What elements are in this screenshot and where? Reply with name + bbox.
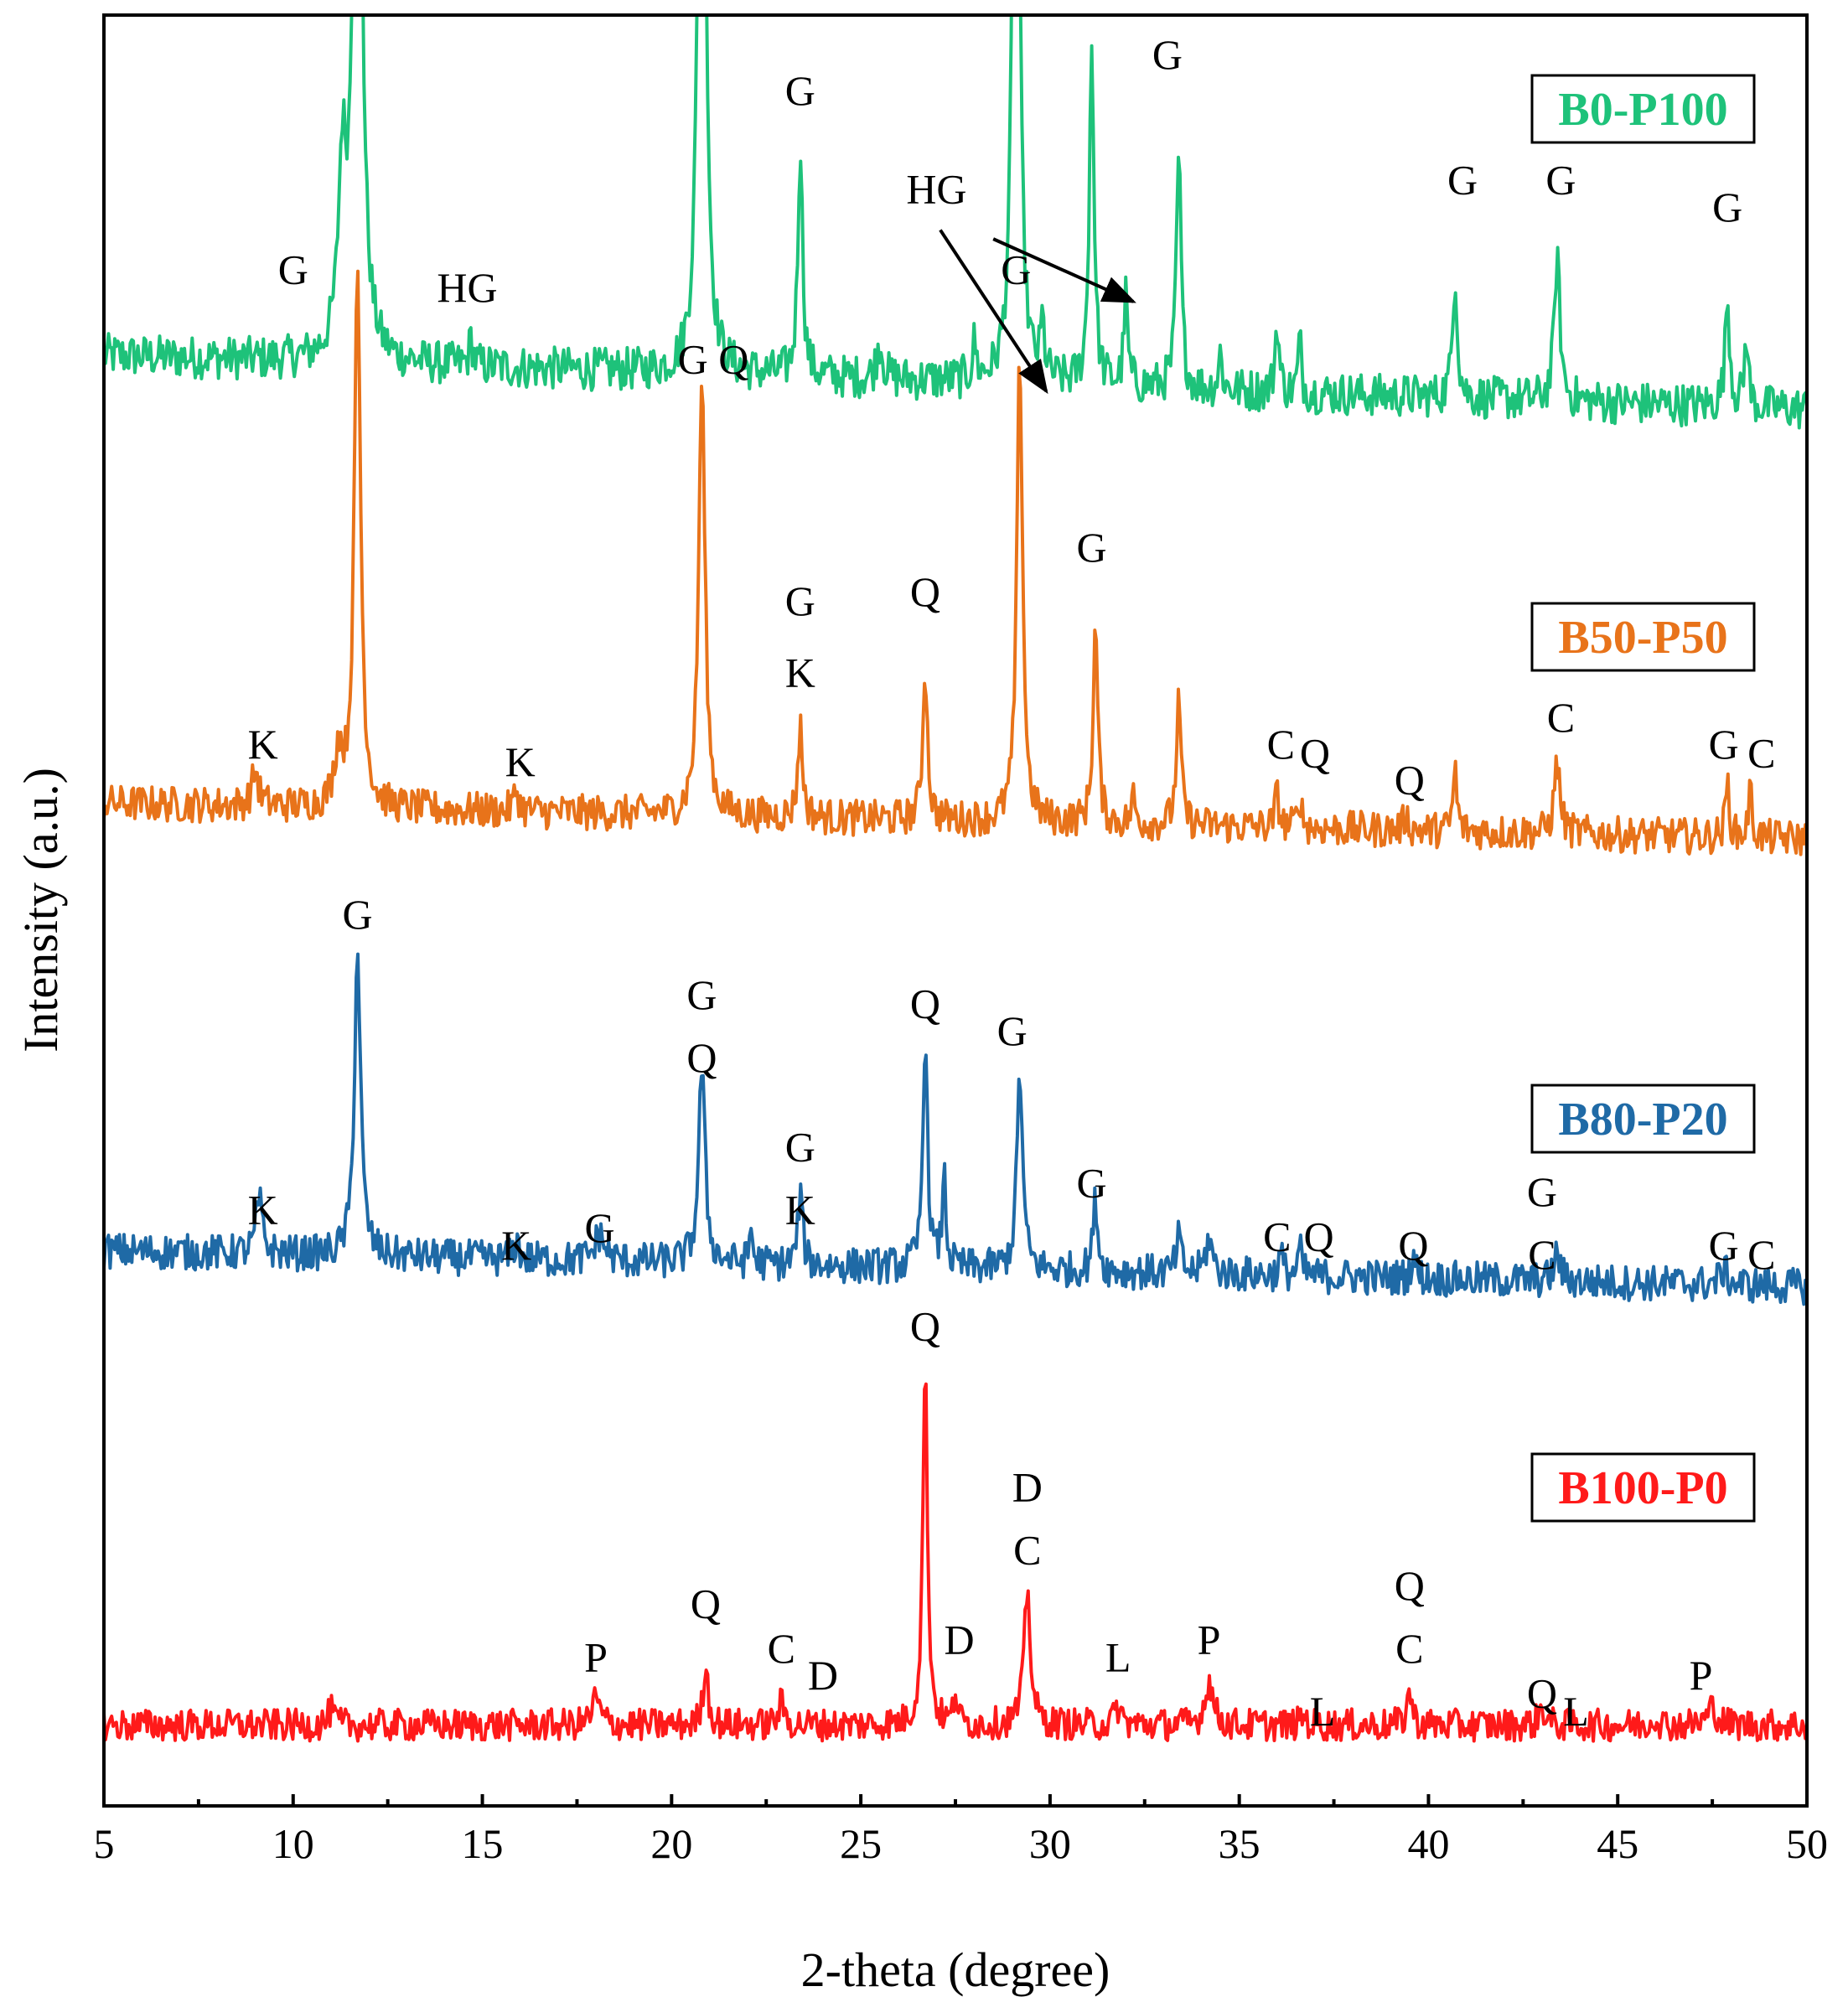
x-tick-label: 45 bbox=[1597, 1820, 1638, 1867]
peak-label: G bbox=[1709, 721, 1739, 768]
peak-label: G bbox=[1545, 157, 1576, 204]
peak-label: C bbox=[1395, 1625, 1423, 1672]
annotation-arrow bbox=[939, 229, 1048, 395]
peak-label: C bbox=[768, 1625, 795, 1672]
peak-label: C bbox=[1263, 1213, 1291, 1260]
peak-label: G bbox=[785, 67, 815, 114]
annotation-arrow bbox=[992, 237, 1136, 303]
x-tick-label: 15 bbox=[462, 1820, 504, 1867]
peak-label: C bbox=[1267, 721, 1295, 768]
legend-item-b0-p100: B0-P100 bbox=[1530, 74, 1756, 144]
peak-label: Q bbox=[1398, 1222, 1428, 1269]
peak-label: P bbox=[584, 1634, 608, 1681]
legend-label: B50-P50 bbox=[1558, 612, 1727, 664]
peak-label: G bbox=[785, 1124, 815, 1171]
legend-label: B80-P20 bbox=[1558, 1094, 1727, 1146]
x-tick-label: 10 bbox=[272, 1820, 314, 1867]
peak-label: K bbox=[785, 649, 815, 696]
peak-label: G bbox=[1152, 31, 1183, 78]
peak-label: G bbox=[1527, 1168, 1557, 1215]
legend-label: B0-P100 bbox=[1558, 84, 1727, 136]
peak-label: K bbox=[248, 721, 278, 768]
arrow-layer bbox=[939, 229, 1136, 395]
peak-label: G bbox=[997, 1007, 1028, 1054]
legend-box bbox=[1530, 602, 1756, 672]
peak-label: Q bbox=[686, 1034, 717, 1081]
y-axis-title: Intensity (a.u.) bbox=[13, 768, 68, 1053]
peak-label: G bbox=[686, 971, 717, 1018]
peak-label-layer: GGGGGGGGGHGHGGG QGGGKQKKCQQGCGCGGQQGGKGK… bbox=[248, 31, 1776, 1735]
peak-label: P bbox=[1690, 1652, 1713, 1699]
peak-label: D bbox=[1012, 1464, 1043, 1511]
x-tick-label: 20 bbox=[650, 1820, 692, 1867]
peak-label: G bbox=[1077, 1159, 1107, 1206]
peak-label: C bbox=[1547, 694, 1575, 741]
legend-box bbox=[1530, 74, 1756, 144]
x-tick-label: 35 bbox=[1219, 1820, 1260, 1867]
peak-label: Q bbox=[1303, 1213, 1333, 1260]
peak-label: G bbox=[1709, 1222, 1739, 1269]
legend-box bbox=[1530, 1084, 1756, 1154]
series-line-b100-p0 bbox=[104, 1382, 1807, 1743]
x-tick-label: 5 bbox=[94, 1820, 115, 1867]
peak-label: C bbox=[1747, 1231, 1775, 1278]
legend-layer: B0-P100 B50-P50 B80-P20 B100-P0 bbox=[1530, 74, 1756, 1523]
peak-label: K bbox=[785, 1186, 815, 1233]
peak-label: C bbox=[1013, 1527, 1041, 1574]
legend-label: B100-P0 bbox=[1558, 1462, 1727, 1514]
peak-label: G bbox=[1447, 157, 1478, 204]
peak-label: Q bbox=[910, 568, 940, 615]
peak-label: L bbox=[1563, 1688, 1589, 1735]
legend-box bbox=[1530, 1452, 1756, 1523]
peak-label: K bbox=[248, 1186, 278, 1233]
peak-label: G bbox=[785, 577, 815, 624]
peak-label: P bbox=[1198, 1616, 1221, 1663]
peak-label: K bbox=[501, 1222, 531, 1269]
peak-label: G bbox=[342, 891, 372, 938]
peak-label: G bbox=[1712, 184, 1742, 230]
peak-label: Q bbox=[691, 1580, 721, 1627]
x-tick-label: 50 bbox=[1786, 1820, 1828, 1867]
x-tick-label: 30 bbox=[1029, 1820, 1071, 1867]
series-layer bbox=[104, 15, 1807, 1743]
series-line-b50-p50 bbox=[104, 269, 1807, 856]
peak-label: L bbox=[1105, 1634, 1131, 1681]
peak-label: C bbox=[1747, 730, 1775, 777]
peak-label: HG bbox=[437, 264, 497, 311]
legend-item-b50-p50: B50-P50 bbox=[1530, 602, 1756, 672]
peak-label: Q bbox=[910, 1302, 940, 1349]
peak-label: D bbox=[808, 1652, 838, 1699]
peak-label: C bbox=[1528, 1231, 1556, 1278]
peak-label: Q bbox=[1395, 757, 1425, 804]
peak-label: HG bbox=[906, 165, 966, 212]
legend-item-b80-p20: B80-P20 bbox=[1530, 1084, 1756, 1154]
series-line-b80-p20 bbox=[104, 952, 1807, 1306]
peak-label: L bbox=[1310, 1688, 1336, 1735]
peak-label: Q bbox=[1300, 730, 1330, 777]
peak-label: Q bbox=[910, 980, 940, 1027]
x-tick-label: 25 bbox=[840, 1820, 882, 1867]
peak-label: D bbox=[944, 1616, 974, 1663]
peak-label: G bbox=[278, 246, 308, 293]
peak-label: G Q bbox=[678, 335, 749, 382]
peak-label: G bbox=[1077, 524, 1107, 571]
legend-item-b100-p0: B100-P0 bbox=[1530, 1452, 1756, 1523]
x-tick-label: 40 bbox=[1407, 1820, 1449, 1867]
series-line-b0-p100 bbox=[104, 15, 1807, 430]
x-axis-ticks: 5 10 15 20 25 30 35 40 45 50 bbox=[94, 1794, 1828, 1867]
peak-label: Q bbox=[1395, 1562, 1425, 1609]
peak-label: K bbox=[505, 738, 536, 785]
x-axis-title: 2-theta (degree) bbox=[801, 1943, 1110, 1997]
peak-label: Q bbox=[1527, 1669, 1557, 1716]
peak-label: G bbox=[584, 1204, 614, 1251]
